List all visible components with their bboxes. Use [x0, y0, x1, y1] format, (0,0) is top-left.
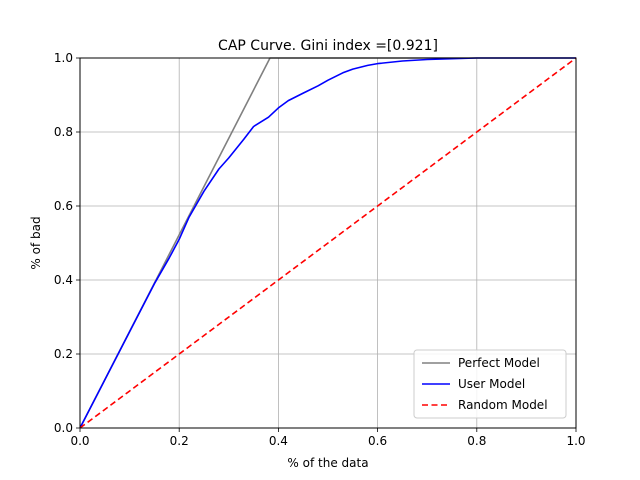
x-axis-label: % of the data	[287, 456, 368, 470]
y-tick-label: 0.6	[54, 199, 73, 213]
x-tick-label: 0.0	[70, 434, 89, 448]
series-line-random-model	[79, 57, 577, 429]
legend-box	[413, 349, 567, 419]
y-tick-label: 0.8	[54, 125, 73, 139]
x-tick-label: 0.4	[269, 434, 288, 448]
y-axis-label: % of bad	[29, 216, 43, 269]
legend: Perfect Model User Model Random Model	[413, 349, 567, 419]
y-tick-label: 0.0	[54, 421, 73, 435]
plot-frame	[79, 57, 577, 429]
y-tick-label: 1.0	[54, 51, 73, 65]
y-tick-label: 0.4	[54, 273, 73, 287]
legend-entry-random-model: Random Model	[458, 398, 548, 412]
x-tick-label: 0.8	[467, 434, 486, 448]
legend-entry-user-model: User Model	[458, 377, 525, 391]
chart-title: CAP Curve. Gini index =[0.921]	[218, 38, 438, 54]
x-tick-label: 0.2	[170, 434, 189, 448]
legend-entry-perfect-model: Perfect Model	[458, 356, 540, 370]
axis-ticks: 0.0 0.2 0.4 0.6 0.8 1.0 0.0 0.2 0.4 0.6 0.8 1.0	[54, 51, 586, 448]
x-tick-label: 0.6	[368, 434, 387, 448]
grid-lines	[79, 57, 577, 429]
series-line-user-model	[79, 57, 576, 429]
y-tick-label: 0.2	[54, 347, 73, 361]
x-tick-label: 1.0	[566, 434, 585, 448]
